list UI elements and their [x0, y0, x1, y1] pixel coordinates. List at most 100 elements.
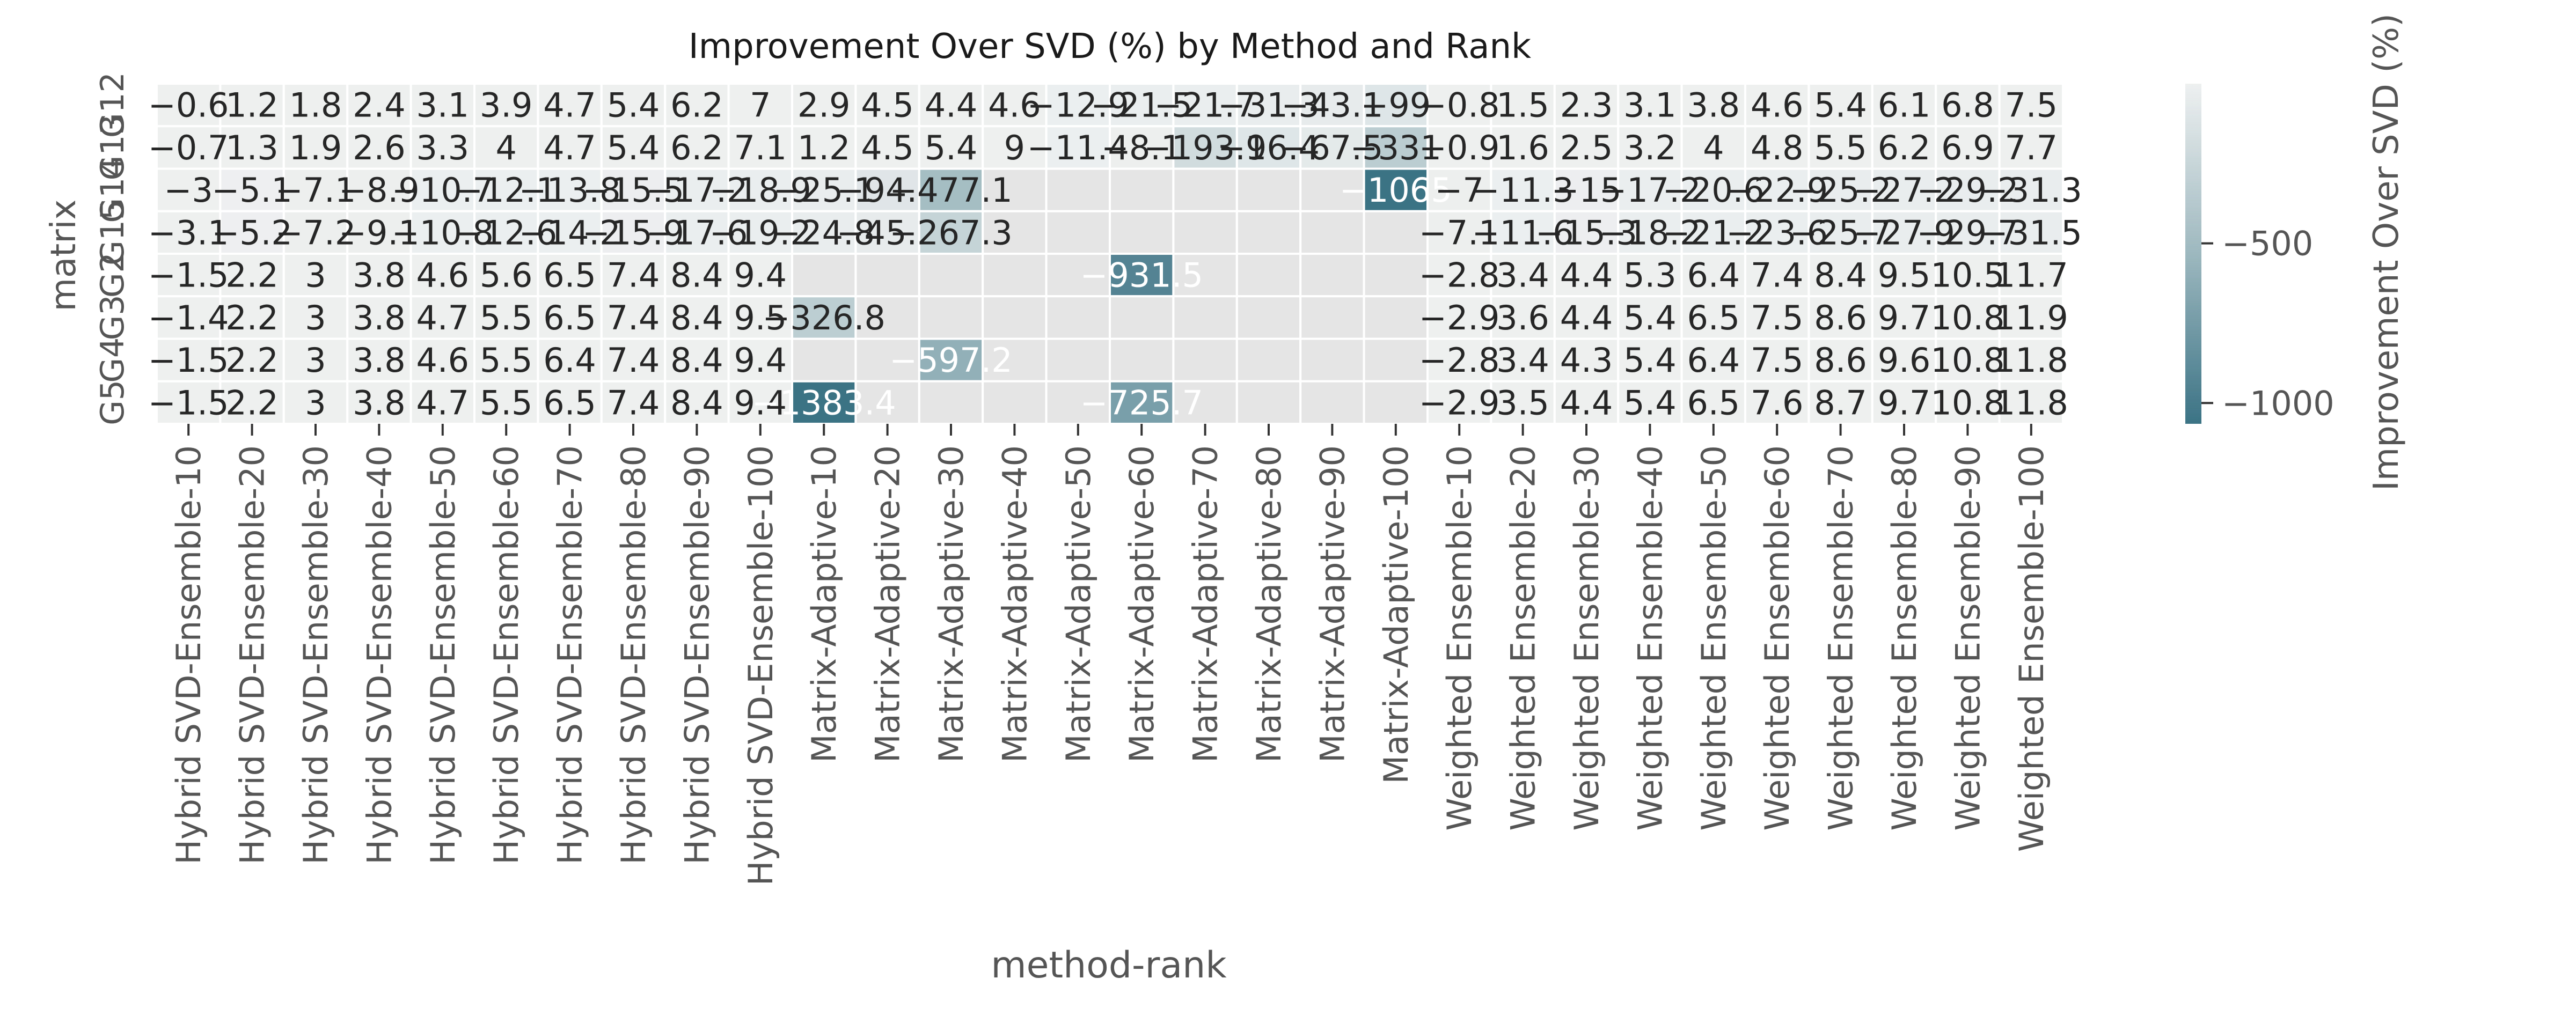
cell-value-label: 4.7	[543, 86, 596, 125]
cell-value-label: 7.5	[1751, 298, 1804, 337]
cell-value-label: 3.4	[1496, 256, 1549, 295]
heatmap-cell	[1426, 125, 1492, 170]
cell-value-label: 4.6	[416, 256, 469, 295]
heatmap-cell	[1172, 380, 1238, 425]
cell-value-label: 6.5	[543, 256, 596, 295]
heatmap-cell	[1426, 83, 1492, 128]
cell-value-label: −11.3	[1472, 171, 1574, 210]
heatmap-cell	[473, 167, 539, 212]
heatmap-cell	[1109, 380, 1175, 425]
cell-value-label: −25.1	[773, 171, 875, 210]
heatmap-cell	[1235, 210, 1302, 255]
heatmap-cell	[1363, 337, 1429, 382]
heatmap-cell	[1935, 125, 2001, 170]
cell-value-label: −1.4	[148, 298, 229, 337]
cell-value-label: −5.1	[211, 171, 292, 210]
heatmap-cell	[1299, 83, 1365, 128]
heatmap-cell	[918, 253, 984, 298]
cell-value-label: 10.8	[1930, 341, 2004, 380]
cell-value-label: 4.5	[861, 128, 914, 167]
cell-value-label: 7.4	[607, 341, 660, 380]
cell-value-label: 11.8	[1994, 341, 2068, 380]
cell-value-label: −11.6	[1472, 213, 1574, 252]
heatmap-cell	[982, 210, 1048, 255]
row-tick-label: G3	[94, 295, 131, 341]
cell-value-label: −3.1	[148, 213, 229, 252]
heatmap-cell	[854, 380, 920, 425]
column-tick-label: Hybrid SVD-Ensemble-80	[614, 445, 653, 865]
x-axis-label: method-rank	[991, 944, 1227, 987]
column-tick-label: Matrix-Adaptive-70	[1186, 445, 1225, 763]
cell-value-label: −17.6	[646, 213, 748, 252]
cell-value-label: −99	[1360, 86, 1431, 125]
cell-value-label: 4.6	[416, 341, 469, 380]
cell-value-label: 7.6	[1751, 383, 1804, 422]
cell-value-label: −23.6	[1726, 213, 1828, 252]
heatmap-cell	[409, 295, 475, 340]
heatmap-cell	[664, 253, 730, 298]
cell-value-label: 5.5	[480, 298, 533, 337]
cell-value-label: 9.4	[734, 383, 787, 422]
heatmap-cell	[1045, 167, 1111, 212]
cell-value-label: −7	[1435, 171, 1483, 210]
heatmap-cell	[537, 253, 603, 298]
cell-value-label: −21.2	[1663, 213, 1765, 252]
colorbar-tick-label: −1000	[2222, 384, 2334, 423]
column-tick-label: Hybrid SVD-Ensemble-70	[551, 445, 590, 865]
cell-value-label: −597.2	[889, 341, 1012, 380]
column-tick-label: Matrix-Adaptive-40	[995, 445, 1034, 763]
cell-value-label: 9.7	[1878, 383, 1931, 422]
heatmap-cell	[1235, 295, 1302, 340]
cell-value-label: 5.5	[480, 383, 533, 422]
heatmap-cell	[219, 253, 285, 298]
cell-value-label: 4.4	[1560, 383, 1613, 422]
cell-value-label: 6.2	[1878, 128, 1931, 167]
heatmap-cell	[1235, 380, 1302, 425]
heatmap-cell	[854, 210, 920, 255]
cell-value-label: 5.6	[480, 256, 533, 295]
heatmap-cell	[1045, 125, 1111, 170]
cell-value-label: −2.9	[1419, 383, 1500, 422]
cell-value-label: 6.4	[1687, 341, 1740, 380]
heatmap-cell	[1935, 253, 2001, 298]
heatmap-cell	[727, 295, 793, 340]
cell-value-label: 3.1	[416, 86, 469, 125]
cell-value-label: 9.4	[734, 256, 787, 295]
heatmap-cell	[982, 380, 1048, 425]
column-tick-label: Weighted Ensemble-70	[1821, 445, 1861, 831]
cell-value-label: 5.4	[925, 128, 978, 167]
heatmap-cell	[1426, 167, 1492, 212]
cell-value-label: −15.9	[582, 213, 684, 252]
column-tick-label: Hybrid SVD-Ensemble-60	[487, 445, 526, 865]
heatmap-cell	[1299, 337, 1365, 382]
column-tick-label: Weighted Ensemble-30	[1567, 445, 1606, 831]
heatmap-cell	[600, 210, 667, 255]
cell-value-label: 6.9	[1941, 128, 1994, 167]
heatmap-cell	[791, 380, 857, 425]
heatmap-cell	[1935, 167, 2001, 212]
heatmap-cell	[854, 295, 920, 340]
column-tick-label: Weighted Ensemble-10	[1440, 445, 1479, 831]
colorbar	[2185, 84, 2201, 424]
cell-value-label: −3	[164, 171, 213, 210]
heatmap-cell	[600, 337, 667, 382]
heatmap-cell	[1680, 167, 1747, 212]
cell-value-label: 4	[495, 128, 516, 167]
cell-value-label: −25.2	[1790, 171, 1892, 210]
cell-value-label: 6.5	[1687, 383, 1740, 422]
cell-value-label: −7.1	[275, 171, 356, 210]
cell-value-label: 4.7	[416, 298, 469, 337]
heatmap-cell	[664, 337, 730, 382]
heatmap-cell	[791, 253, 857, 298]
heatmap-cell	[1172, 295, 1238, 340]
heatmap-cell	[1935, 295, 2001, 340]
heatmap-cells	[156, 83, 2065, 425]
cell-value-label: 1.9	[289, 128, 342, 167]
cell-value-label: −29.2	[1916, 171, 2018, 210]
cell-value-label: −725.7	[1080, 383, 1203, 422]
heatmap-cell	[918, 295, 984, 340]
cell-value-label: −2.9	[1419, 298, 1500, 337]
cell-value-label: −10.7	[392, 171, 494, 210]
heatmap-cell	[1363, 125, 1429, 170]
